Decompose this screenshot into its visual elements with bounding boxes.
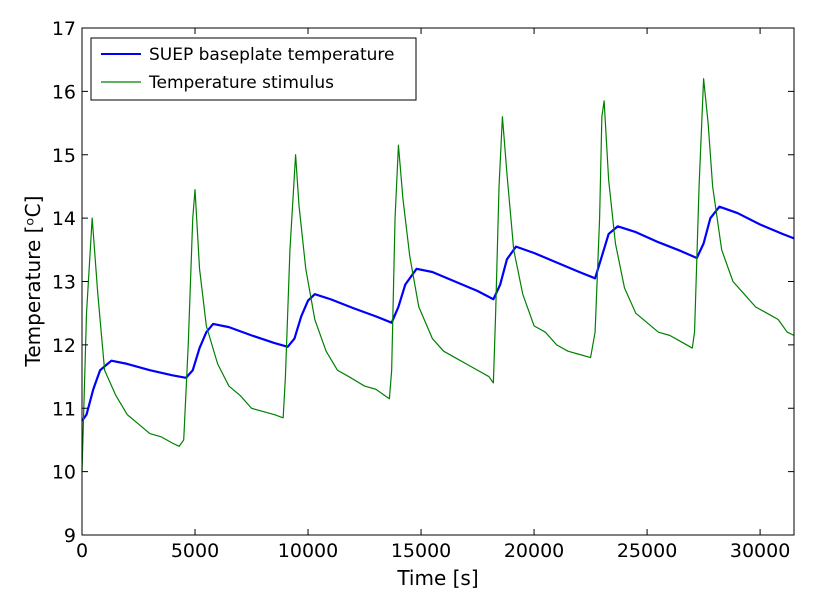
x-tick-label: 25000: [617, 540, 677, 562]
legend-label: Temperature stimulus: [148, 73, 334, 93]
legend-label: SUEP baseplate temperature: [149, 45, 394, 65]
line-series: [81, 78, 795, 472]
line-series: [81, 205, 795, 422]
y-tick-label: 11: [52, 398, 76, 420]
y-tick-label: 9: [64, 525, 76, 547]
x-tick-label: 20000: [504, 540, 564, 562]
y-tick-label: 14: [52, 208, 76, 230]
y-tick-label: 16: [52, 81, 76, 103]
y-tick-label: 17: [52, 18, 76, 40]
x-tick-label: 15000: [391, 540, 451, 562]
x-tick-label: 10000: [278, 540, 338, 562]
x-tick-label: 0: [76, 540, 88, 562]
x-tick-label: 5000: [171, 540, 219, 562]
x-tick-label: 30000: [730, 540, 790, 562]
x-axis-label: Time [s]: [396, 566, 478, 590]
y-tick-label: 10: [52, 462, 76, 484]
plot-frame: [81, 27, 795, 536]
legend-box: [90, 37, 417, 101]
y-tick-label: 12: [52, 335, 76, 357]
y-axis-label: Temperature [ᵒC]: [21, 196, 45, 368]
y-tick-label: 15: [52, 145, 76, 167]
y-tick-label: 13: [52, 272, 76, 294]
